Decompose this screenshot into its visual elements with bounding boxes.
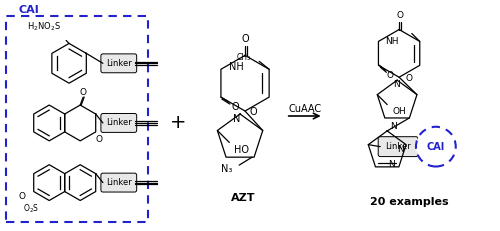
Text: CuAAC: CuAAC bbox=[288, 104, 321, 114]
Text: H$_2$NO$_2$S: H$_2$NO$_2$S bbox=[27, 21, 61, 33]
Text: HO: HO bbox=[234, 145, 250, 155]
Text: N: N bbox=[388, 160, 395, 169]
Text: CAI: CAI bbox=[19, 5, 40, 15]
Text: CAI: CAI bbox=[426, 142, 445, 152]
Circle shape bbox=[416, 127, 456, 167]
Text: 20 examples: 20 examples bbox=[370, 198, 448, 207]
Text: NH: NH bbox=[386, 37, 399, 46]
Text: OH: OH bbox=[392, 107, 406, 116]
Text: +: + bbox=[170, 113, 186, 132]
Text: O: O bbox=[387, 71, 394, 80]
Text: AZT: AZT bbox=[231, 192, 256, 203]
Text: O: O bbox=[241, 34, 249, 44]
Text: N₃: N₃ bbox=[221, 164, 232, 174]
FancyBboxPatch shape bbox=[378, 137, 418, 157]
Text: Linker: Linker bbox=[385, 142, 411, 151]
Text: N: N bbox=[390, 122, 397, 131]
Text: N: N bbox=[398, 145, 404, 154]
Text: N: N bbox=[392, 80, 400, 89]
Text: O$_2$S: O$_2$S bbox=[23, 202, 40, 215]
Text: Linker: Linker bbox=[106, 119, 132, 128]
Text: N: N bbox=[232, 114, 240, 124]
FancyBboxPatch shape bbox=[101, 113, 136, 132]
Text: O: O bbox=[19, 192, 26, 201]
Text: O: O bbox=[405, 74, 412, 83]
Text: Linker: Linker bbox=[106, 59, 132, 68]
Text: O: O bbox=[80, 88, 86, 97]
Text: O: O bbox=[95, 135, 102, 144]
FancyBboxPatch shape bbox=[101, 173, 136, 192]
Text: O: O bbox=[250, 107, 258, 117]
Text: O: O bbox=[396, 11, 404, 20]
Text: O: O bbox=[231, 102, 238, 112]
Text: Linker: Linker bbox=[106, 178, 132, 187]
Text: CH₃: CH₃ bbox=[237, 53, 251, 62]
FancyBboxPatch shape bbox=[101, 54, 136, 73]
Text: NH: NH bbox=[229, 62, 244, 72]
